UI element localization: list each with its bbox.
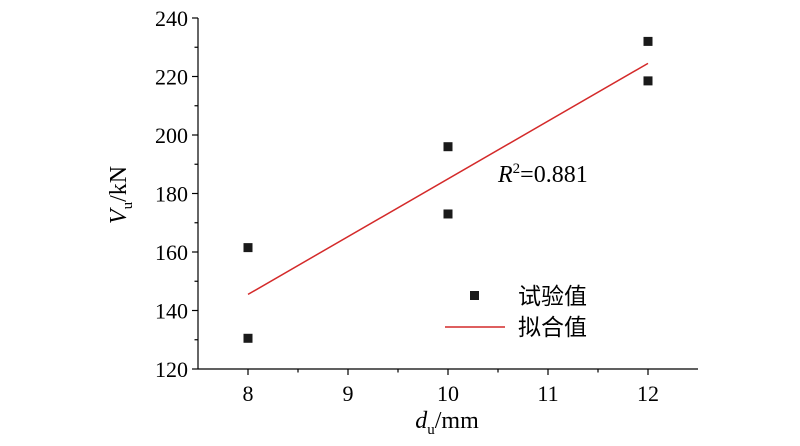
data-point: [243, 243, 253, 253]
tick-labels: 8 9 10 11 12 120 140 160 180 200 220 240: [155, 6, 659, 406]
y-tick-label: 140: [155, 299, 188, 324]
data-point: [243, 333, 253, 343]
r-squared-symbol: R: [497, 162, 513, 188]
x-axis-label: du/mm: [415, 408, 479, 438]
legend-label-line: 拟合值: [518, 315, 587, 340]
y-axis-label-main: V: [106, 207, 132, 224]
x-axis-label-unit: /mm: [435, 408, 479, 434]
y-axis-label-sub: u: [120, 201, 136, 209]
axes: [197, 18, 698, 370]
r-squared-superscript: 2: [513, 161, 521, 177]
y-tick-label: 240: [155, 6, 188, 31]
data-point: [443, 209, 453, 219]
y-tick-label: 220: [155, 65, 188, 90]
x-axis-label-main: d: [415, 408, 428, 434]
y-tick-label: 160: [155, 240, 188, 265]
series-layer: [243, 36, 653, 343]
y-tick-label: 120: [155, 357, 188, 382]
x-axis-label-sub: u: [427, 422, 435, 438]
legend-label-scatter: 试验值: [518, 284, 587, 309]
data-point: [643, 76, 653, 86]
y-tick-label: 180: [155, 182, 188, 207]
legend-marker-scatter: [470, 291, 479, 300]
y-tick-label: 200: [155, 123, 188, 148]
y-axis-label-unit: /kN: [106, 166, 132, 202]
legend: 试验值 拟合值: [445, 284, 587, 340]
tick-marks: [192, 17, 649, 375]
fit-line: [247, 62, 649, 296]
r-squared-value: =0.881: [520, 162, 588, 188]
x-tick-label: 12: [637, 381, 659, 406]
r-squared-annotation: R2=0.881: [497, 161, 588, 188]
x-tick-label: 11: [537, 381, 558, 406]
x-tick-label: 10: [437, 381, 459, 406]
x-tick-label: 9: [343, 381, 354, 406]
data-point: [643, 36, 653, 46]
y-axis-label: Vu/kN: [106, 166, 136, 224]
data-point: [443, 142, 453, 152]
x-tick-label: 8: [243, 381, 254, 406]
